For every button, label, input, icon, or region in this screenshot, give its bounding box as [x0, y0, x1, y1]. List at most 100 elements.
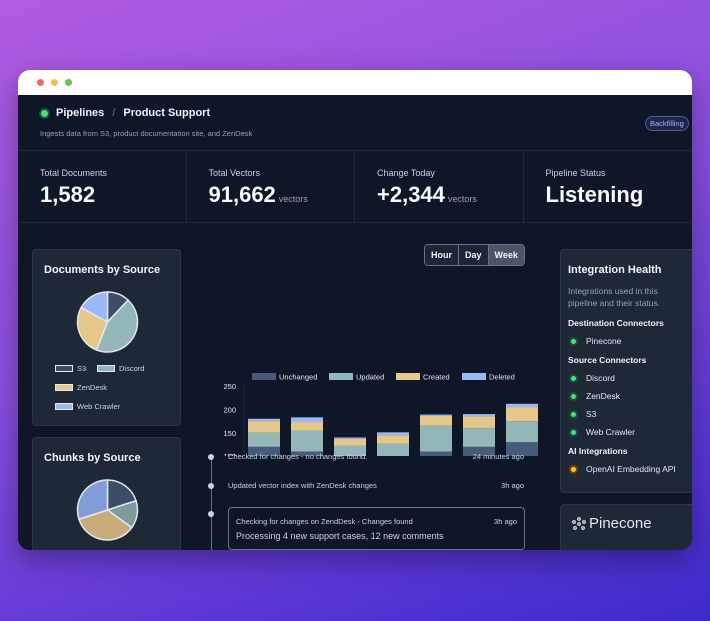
- bar-deleted: [248, 418, 280, 422]
- legend-s3: S3: [55, 364, 86, 373]
- stat-label: Pipeline Status: [545, 168, 606, 178]
- pie-slice-web-crawler: [76, 479, 109, 521]
- y-tick-label: 150: [223, 429, 236, 438]
- status-dot-icon: [571, 466, 576, 472]
- section-title: Destination Connectors: [568, 318, 664, 328]
- stat-label: Total Vectors: [208, 168, 261, 178]
- y-tick-label: 100: [223, 452, 236, 456]
- legend-label: Deleted: [489, 373, 515, 382]
- bar-unchanged: [463, 446, 495, 456]
- bar-updated: [377, 443, 409, 456]
- bar-created: [334, 438, 366, 446]
- bar-deleted: [377, 432, 409, 436]
- bar-created: [291, 422, 323, 431]
- stat-value: +2,344: [377, 182, 445, 207]
- pinecone-logo-card: Pinecone: [560, 504, 692, 550]
- pie-slice-zendesk: [78, 509, 133, 541]
- breadcrumb-current: Product Support: [123, 107, 211, 119]
- timeline-dot: [208, 454, 214, 460]
- bar-unchanged: [506, 442, 538, 456]
- legend-zendesk: ZenDesk: [55, 383, 107, 392]
- documents-by-source-card: Documents by Source S3 Discord ZenDesk W…: [32, 249, 181, 426]
- timeline-item: Updated vector index with ZenDesk change…: [228, 481, 524, 490]
- legend-swatch: [462, 373, 486, 380]
- legend-swatch: [329, 373, 353, 380]
- integration-health-card: Integration Health Integrations used in …: [560, 249, 692, 493]
- bar-deleted: [420, 414, 452, 416]
- bar-updated: [506, 421, 538, 443]
- integration-item[interactable]: Web Crawler: [568, 427, 692, 437]
- bar-deleted: [506, 403, 538, 408]
- bar-updated: [463, 428, 495, 447]
- legend-swatch: [252, 373, 276, 380]
- card-title: Chunks by Source: [44, 452, 141, 464]
- stat-change-today: Change Today +2,344 vectors: [355, 151, 524, 222]
- close-window-button[interactable]: [37, 79, 44, 86]
- section-title: AI Integrations: [568, 446, 628, 456]
- stat-unit: vectors: [447, 194, 477, 204]
- timeline-dot: [208, 511, 214, 517]
- status-badge: Backfilling: [645, 116, 689, 131]
- status-dot-icon: [571, 375, 576, 381]
- bar-created: [377, 435, 409, 444]
- integration-item[interactable]: S3: [568, 409, 692, 419]
- integration-name: OpenAI Embedding API: [586, 464, 676, 474]
- integration-name: Web Crawler: [586, 427, 635, 437]
- chunks-by-source-card: Chunks by Source: [32, 437, 181, 550]
- stat-unit: vectors: [278, 194, 308, 204]
- title-bar: [18, 70, 692, 95]
- breadcrumb-pipelines[interactable]: Pipelines: [56, 107, 105, 119]
- documents-bar-chart: 050100150200250UnchangedUpdatedCreatedDe…: [223, 373, 538, 456]
- card-title: Documents by Source: [44, 264, 161, 276]
- timeline-item-expanded[interactable]: Checking for changes on ZendDesk - Chang…: [228, 507, 525, 550]
- bar-deleted: [291, 417, 323, 423]
- stat-value: 1,582: [40, 182, 96, 207]
- legend-label: Unchanged: [279, 373, 317, 382]
- bar-created: [463, 416, 495, 429]
- maximize-window-button[interactable]: [65, 79, 72, 86]
- pie-slice-discord: [95, 299, 139, 353]
- legend-label: Created: [423, 373, 450, 382]
- integration-name: Pinecone: [586, 336, 622, 346]
- stat-label: Change Today: [377, 168, 435, 178]
- range-week-button[interactable]: Week: [488, 245, 524, 265]
- stats-row: Total Documents 1,582 Total Vectors 91,662…: [18, 150, 692, 223]
- bar-updated: [334, 445, 366, 456]
- card-title: Integration Health: [568, 264, 662, 276]
- stat-total-documents: Total Documents 1,582: [18, 151, 187, 222]
- bar-deleted: [463, 414, 495, 417]
- stat-value: 91,662: [208, 182, 276, 207]
- integration-item[interactable]: Pinecone: [568, 336, 692, 346]
- bar-unchanged: [291, 451, 323, 456]
- bar-created: [420, 415, 452, 426]
- breadcrumb: Pipelines / Product Support: [56, 107, 210, 119]
- status-dot-icon: [571, 429, 576, 435]
- integration-item[interactable]: ZenDesk: [568, 391, 692, 401]
- status-dot-icon: [571, 393, 576, 399]
- y-tick-label: 250: [223, 382, 236, 391]
- stat-total-vectors: Total Vectors 91,662 vectors: [187, 151, 355, 222]
- bar-updated: [291, 430, 323, 452]
- timeline-detail: Processing 4 new support cases, 12 new c…: [236, 531, 444, 541]
- pinecone-icon: [572, 516, 586, 530]
- range-hour-button[interactable]: Hour: [425, 245, 459, 265]
- page-header: Pipelines / Product Support Ingests data…: [18, 95, 692, 150]
- integration-item[interactable]: Discord: [568, 373, 692, 383]
- time-range-toggle: Hour Day Week: [424, 244, 525, 266]
- chunks-pie-chart: [76, 479, 139, 541]
- card-description: Integrations used in this pipeline and t…: [568, 286, 661, 308]
- range-day-button[interactable]: Day: [459, 245, 489, 265]
- pie-slice-web-crawler: [80, 291, 109, 324]
- timeline-dot: [208, 483, 214, 489]
- bar-deleted: [334, 437, 366, 439]
- bar-updated: [420, 425, 452, 452]
- bar-updated: [248, 432, 280, 447]
- y-tick-label: 200: [223, 405, 236, 414]
- pinecone-logo: Pinecone: [572, 515, 652, 532]
- status-dot-icon: [41, 110, 48, 117]
- timeline-item: Checked for changes - no changes found. 2…: [228, 452, 524, 461]
- legend-web-crawler: Web Crawler: [55, 402, 120, 411]
- integration-item[interactable]: OpenAI Embedding API: [568, 464, 692, 474]
- legend-discord: Discord: [97, 364, 144, 373]
- minimize-window-button[interactable]: [51, 79, 58, 86]
